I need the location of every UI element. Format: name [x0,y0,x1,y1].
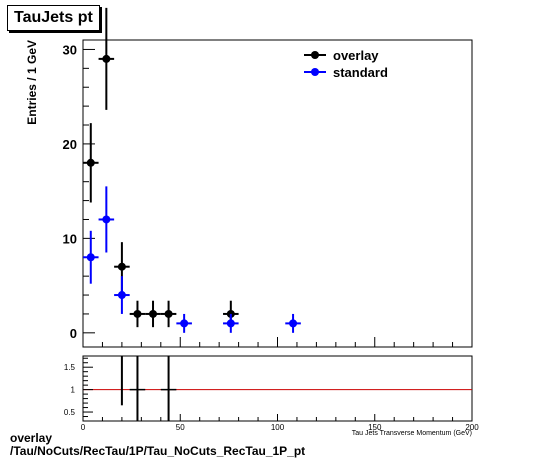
ratio-plot-frame [82,355,473,422]
main-plot-frame [82,39,473,348]
data-point [86,253,95,262]
legend-label: overlay [333,48,379,63]
data-point [180,319,189,328]
main-frame-border [82,39,473,348]
data-point [102,215,111,224]
footer-line-1: overlay [10,431,53,445]
footer: overlay /Tau/NoCuts/RecTau/1P/Tau_NoCuts… [10,432,305,458]
ratio-frame-border [82,355,473,422]
chart-title: TauJets pt [7,5,100,31]
y-axis-label: Entries / 1 GeV [25,40,39,125]
ratio-y-tick-label: 1 [71,386,76,395]
ratio-series [120,356,177,421]
y-tick-label: 10 [63,231,77,246]
legend-marker [311,51,319,59]
ratio-x-tick-label: 0 [81,423,86,432]
legend-label: standard [333,65,388,80]
data-point [102,54,111,63]
legend-item-overlay: overlay [304,48,379,63]
ratio-x-tick-label: 100 [271,423,285,432]
data-point [133,309,142,318]
legend-marker [311,68,319,76]
x-axis-label: Tau Jets Transverse Momentum (GeV) [352,430,472,437]
y-tick-label: 30 [63,42,77,57]
data-point [226,319,235,328]
legend: overlay standard [304,48,388,80]
y-tick-label: 0 [70,326,77,341]
ratio-y-tick-label: 1.5 [64,363,76,372]
series-standard [83,186,301,333]
footer-line-2: /Tau/NoCuts/RecTau/1P/Tau_NoCuts_RecTau_… [10,444,306,458]
legend-item-standard: standard [304,65,388,80]
data-point [117,291,126,300]
data-point [164,309,173,318]
data-point [117,262,126,271]
data-point [289,319,298,328]
y-tick-label: 20 [63,137,77,152]
ratio-x-tick-label: 50 [176,423,185,432]
main-axis: 0 10 20 30 Entries / 1 GeV [25,40,473,347]
data-point [86,158,95,167]
ratio-y-tick-label: 0.5 [64,408,76,417]
main-series [83,7,301,333]
series-overlay [83,7,239,328]
ratio-x-tick-label: 200 [465,423,479,432]
data-point [149,309,158,318]
ratio-x-tick-label: 150 [368,423,382,432]
